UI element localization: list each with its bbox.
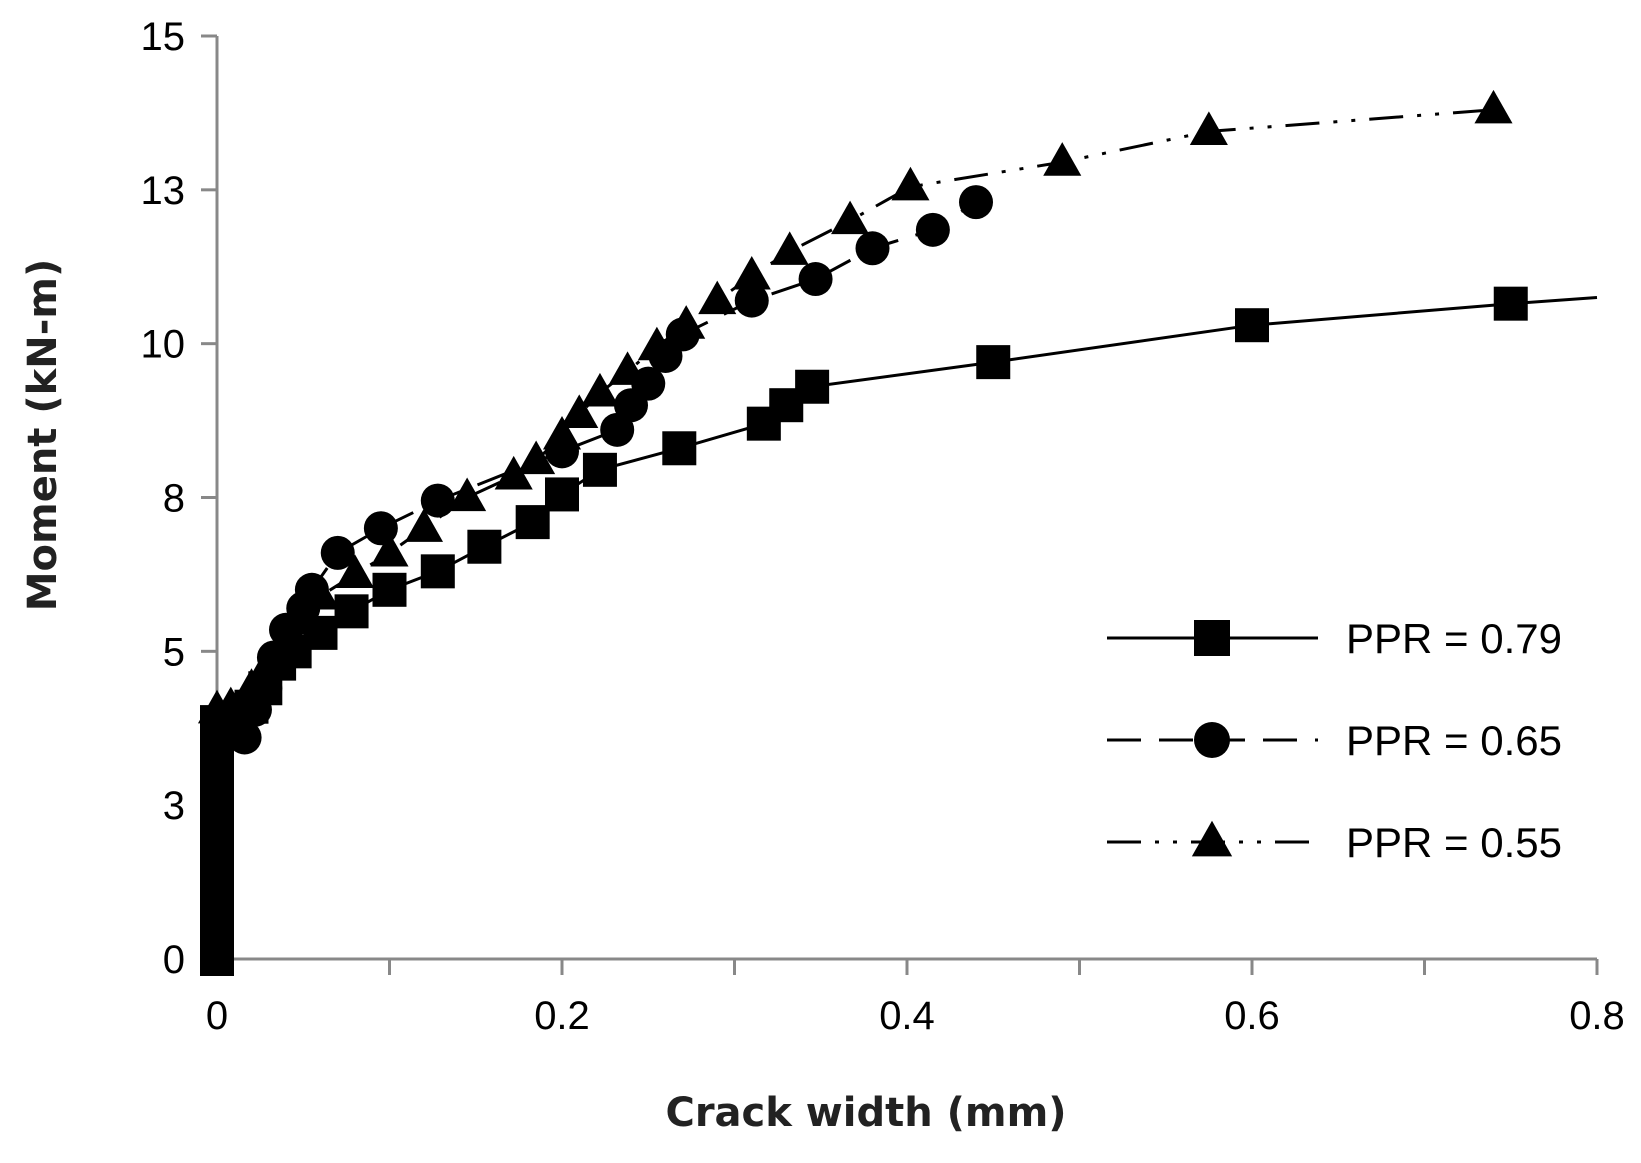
data-point <box>211 686 250 721</box>
data-point <box>420 483 455 518</box>
data-point <box>545 477 579 512</box>
data-point <box>1493 286 1528 321</box>
data-point <box>662 431 697 466</box>
data-point <box>1189 111 1228 145</box>
data-point <box>301 575 340 610</box>
data-point <box>517 440 556 475</box>
legend-item: PPR = 0.55 <box>1107 819 1562 866</box>
series-circle <box>200 185 993 792</box>
legend-label: PPR = 0.55 <box>1346 819 1562 866</box>
data-point <box>542 415 582 450</box>
data-point <box>370 532 409 567</box>
data-point <box>959 185 993 220</box>
legend-label: PPR = 0.65 <box>1346 717 1562 764</box>
data-point <box>1043 142 1082 176</box>
data-point <box>560 394 599 428</box>
data-point <box>976 345 1011 380</box>
data-point <box>200 738 234 773</box>
data-point <box>334 594 369 629</box>
legend: PPR = 0.79 PPR = 0.65 PPR = 0.55 <box>1107 615 1562 866</box>
series-line <box>216 108 1494 712</box>
series-triangle <box>197 89 1513 724</box>
data-point <box>494 455 533 490</box>
data-point <box>831 200 870 235</box>
series-layer <box>197 89 1598 976</box>
y-tick-label: 15 <box>141 15 186 59</box>
data-point <box>1235 308 1269 343</box>
data-point <box>667 305 706 339</box>
legend-marker <box>1191 820 1233 857</box>
data-point <box>284 600 323 635</box>
data-point <box>372 572 407 607</box>
y-tick-label: 13 <box>141 169 186 213</box>
data-point <box>582 452 617 487</box>
data-point <box>637 326 676 361</box>
y-tick-label: 10 <box>141 323 186 367</box>
x-tick-label: 0.8 <box>1569 994 1625 1038</box>
y-tick-label: 3 <box>163 784 185 828</box>
legend-item: PPR = 0.65 <box>1107 717 1562 764</box>
axes: 0 0.2 0.4 0.6 0.8 0 3 5 8 10 13 15 <box>141 15 1625 1038</box>
legend-marker <box>1194 620 1230 656</box>
data-point <box>420 554 455 589</box>
data-point <box>795 369 830 404</box>
data-point <box>227 720 262 755</box>
data-point <box>335 554 375 588</box>
data-point <box>855 231 890 266</box>
data-point <box>732 255 771 290</box>
data-point <box>608 351 647 385</box>
legend-item: PPR = 0.79 <box>1107 615 1562 662</box>
data-point <box>580 372 619 407</box>
legend-label: PPR = 0.79 <box>1346 615 1562 662</box>
y-axis-title: Moment (kN-m) <box>20 259 66 612</box>
data-point <box>915 212 950 247</box>
data-point <box>320 535 355 570</box>
data-point <box>515 505 550 540</box>
data-point <box>448 477 487 512</box>
x-tick-label: 0.6 <box>1224 994 1280 1038</box>
data-point <box>232 668 271 702</box>
x-tick-label: 0.4 <box>879 994 935 1038</box>
series-line <box>215 200 977 775</box>
x-tick-label: 0.2 <box>534 994 590 1038</box>
data-point <box>404 508 444 542</box>
legend-marker <box>1194 722 1230 758</box>
data-point <box>770 231 809 265</box>
data-point <box>798 262 833 297</box>
data-point <box>698 280 737 315</box>
x-axis-title: Crack width (mm) <box>665 1090 1066 1136</box>
data-point <box>266 625 306 659</box>
data-point <box>891 166 930 201</box>
data-point <box>249 643 288 678</box>
y-tick-label: 5 <box>163 630 185 674</box>
x-tick-label: 0 <box>206 994 228 1038</box>
data-point <box>734 283 769 318</box>
data-point <box>467 529 502 564</box>
y-tick-label: 0 <box>163 938 185 982</box>
y-tick-label: 8 <box>163 477 185 521</box>
data-point <box>1474 89 1513 124</box>
